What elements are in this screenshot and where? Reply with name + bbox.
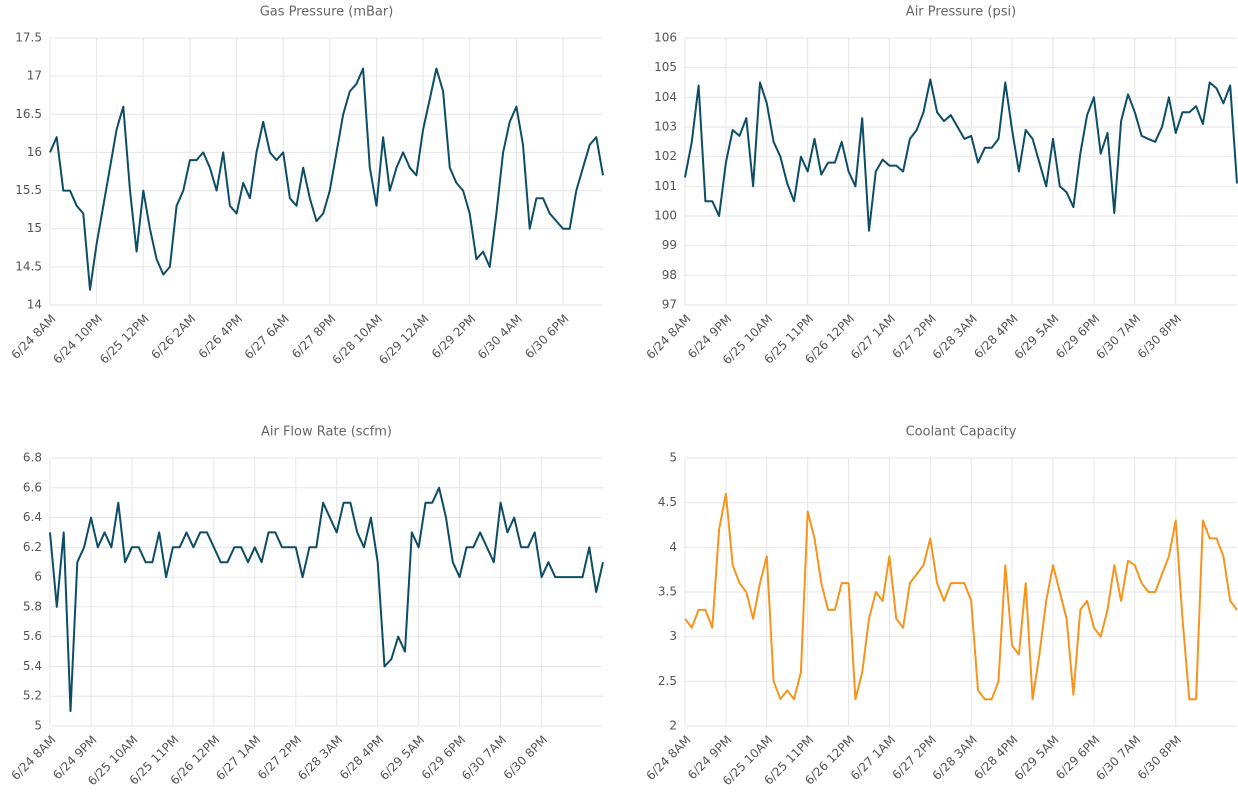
x-tick-label: 6/30 7AM — [459, 733, 509, 783]
x-tick-label: 6/29 5AM — [1011, 312, 1061, 362]
x-tick-label: 6/30 8PM — [1135, 312, 1184, 361]
chart-panel: Air Flow Rate (scfm) 5 5.2 5.4 5.6 5.8 6 6.2 6.4… — [8, 425, 604, 788]
x-tick-label: 6/24 10PM — [50, 312, 105, 367]
x-tick-label: 6/24 8AM — [8, 733, 58, 783]
y-tick-label: 6.6 — [23, 480, 42, 494]
y-tick-label: 4.5 — [658, 495, 677, 509]
data-line — [49, 486, 604, 713]
y-tick-label: 16.5 — [15, 107, 42, 121]
x-tick-label: 6/29 2PM — [429, 312, 478, 361]
y-tick-label: 98 — [662, 268, 677, 282]
y-tick-label: 2.5 — [658, 674, 677, 688]
y-tick-label: 6.2 — [23, 540, 42, 554]
y-tick-label: 5 — [34, 719, 42, 733]
y-tick-label: 102 — [654, 149, 677, 163]
chart-title: Air Pressure (psi) — [906, 5, 1016, 20]
y-tick-label: 5.6 — [23, 629, 42, 643]
chart-panel: Air Pressure (psi) 97 98 99 100 101 102 103 104 1… — [643, 5, 1238, 367]
data-line — [684, 492, 1238, 701]
x-tick-label: 6/29 12AM — [376, 312, 432, 368]
x-tick-label: 6/26 2AM — [148, 312, 198, 362]
x-tick-label: 6/27 6AM — [242, 312, 292, 362]
data-line — [49, 67, 604, 291]
chart-title: Gas Pressure (mBar) — [260, 5, 394, 20]
y-tick-label: 101 — [654, 179, 677, 193]
x-tick-label: 6/25 12PM — [97, 312, 152, 367]
x-tick-label: 6/30 6PM — [522, 312, 571, 361]
x-tick-label: 6/28 3AM — [930, 312, 980, 362]
x-tick-label: 6/27 1AM — [213, 733, 263, 783]
x-tick-label: 6/29 5AM — [377, 733, 427, 783]
x-tick-label: 6/28 3AM — [295, 733, 345, 783]
x-tick-label: 6/27 1AM — [848, 733, 898, 783]
x-tick-label: 6/24 8AM — [643, 312, 693, 362]
y-tick-label: 106 — [654, 31, 677, 45]
y-tick-label: 6.8 — [23, 451, 42, 465]
y-tick-label: 3 — [669, 629, 677, 643]
x-tick-label: 6/30 8PM — [501, 733, 550, 782]
y-tick-label: 17 — [27, 69, 42, 83]
x-tick-label: 6/27 1AM — [848, 312, 898, 362]
x-tick-label: 6/30 7AM — [1093, 312, 1143, 362]
y-tick-label: 97 — [662, 298, 677, 312]
y-tick-label: 4 — [669, 540, 677, 554]
y-tick-label: 3.5 — [658, 585, 677, 599]
y-tick-label: 16 — [27, 145, 42, 159]
y-tick-label: 6 — [34, 570, 42, 584]
y-tick-label: 5.2 — [23, 689, 42, 703]
y-tick-label: 5 — [669, 451, 677, 465]
y-tick-label: 14 — [27, 298, 42, 312]
chart-title: Air Flow Rate (scfm) — [261, 425, 392, 440]
x-tick-label: 6/24 8AM — [8, 312, 58, 362]
x-tick-label: 6/30 4AM — [475, 312, 525, 362]
x-tick-label: 6/28 3AM — [930, 733, 980, 783]
y-tick-label: 105 — [654, 60, 677, 74]
x-tick-label: 6/26 4PM — [196, 312, 245, 361]
chart-panel: Coolant Capacity 2 2.5 3 3.5 4 4.5 5 6/24 8AM 6/2… — [643, 425, 1238, 788]
y-tick-label: 15.5 — [15, 183, 42, 197]
chart-panel: Gas Pressure (mBar) 14 14.5 15 15.5 16 16.5 17 1… — [8, 5, 604, 368]
y-tick-label: 5.8 — [23, 599, 42, 613]
data-line — [684, 78, 1238, 232]
y-tick-label: 15 — [27, 221, 42, 235]
x-tick-label: 6/29 5AM — [1011, 733, 1061, 783]
chart-title: Coolant Capacity — [906, 425, 1017, 440]
y-tick-label: 99 — [662, 238, 677, 252]
y-tick-label: 5.4 — [23, 659, 42, 673]
x-tick-label: 6/27 8PM — [289, 312, 338, 361]
x-tick-label: 6/24 8AM — [643, 733, 693, 783]
y-tick-label: 104 — [654, 90, 677, 104]
y-tick-label: 2 — [669, 719, 677, 733]
x-tick-label: 6/30 7AM — [1093, 733, 1143, 783]
y-tick-label: 100 — [654, 209, 677, 223]
x-tick-label: 6/30 8PM — [1135, 733, 1184, 782]
y-tick-label: 14.5 — [15, 259, 42, 273]
y-tick-label: 103 — [654, 120, 677, 134]
y-tick-label: 6.4 — [23, 510, 42, 524]
y-tick-label: 17.5 — [15, 31, 42, 45]
